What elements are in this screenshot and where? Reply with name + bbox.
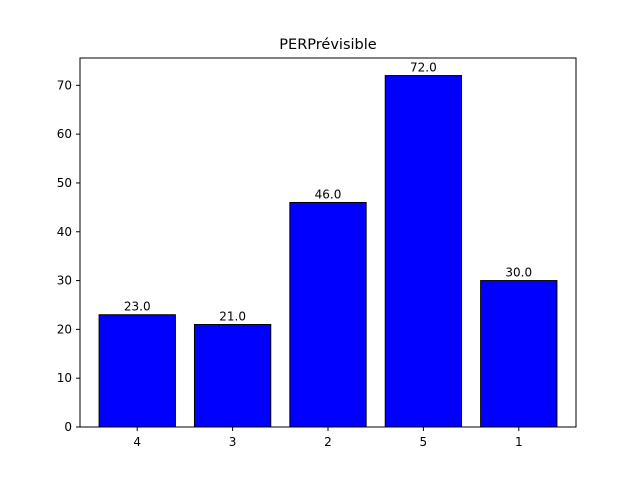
y-tick-label: 20 [57, 322, 72, 336]
y-tick-label: 50 [57, 176, 72, 190]
x-tick-label: 3 [229, 435, 237, 449]
bar-4 [98, 314, 176, 428]
y-tick-label: 30 [57, 274, 72, 288]
chart-title: PERPrévisible [279, 37, 376, 53]
axes-frame [79, 57, 577, 428]
data-labels-layer: 23.0 21.0 46.0 72.0 30.0 [124, 61, 532, 324]
data-label-1: 30.0 [505, 266, 532, 280]
y-tick-label: 0 [64, 420, 72, 434]
bar-1 [480, 280, 558, 428]
bar-5 [384, 75, 463, 428]
y-tick-label: 60 [57, 127, 72, 141]
y-tick-label: 70 [57, 78, 72, 92]
x-tick-label: 5 [420, 435, 428, 449]
y-tick-label: 40 [57, 225, 72, 239]
x-axis: 4 3 2 5 1 [133, 427, 523, 449]
y-axis: 0 10 20 30 40 50 60 70 [57, 78, 80, 434]
y-tick-label: 10 [57, 371, 72, 385]
x-tick-label: 2 [324, 435, 332, 449]
bar-3 [193, 324, 272, 428]
bars-layer [98, 75, 558, 428]
data-label-3: 21.0 [219, 310, 246, 324]
x-tick-label: 4 [133, 435, 141, 449]
bar-2 [289, 201, 367, 428]
data-label-4: 23.0 [124, 300, 151, 314]
x-tick-label: 1 [515, 435, 523, 449]
data-label-2: 46.0 [315, 187, 342, 201]
data-label-5: 72.0 [410, 61, 437, 75]
